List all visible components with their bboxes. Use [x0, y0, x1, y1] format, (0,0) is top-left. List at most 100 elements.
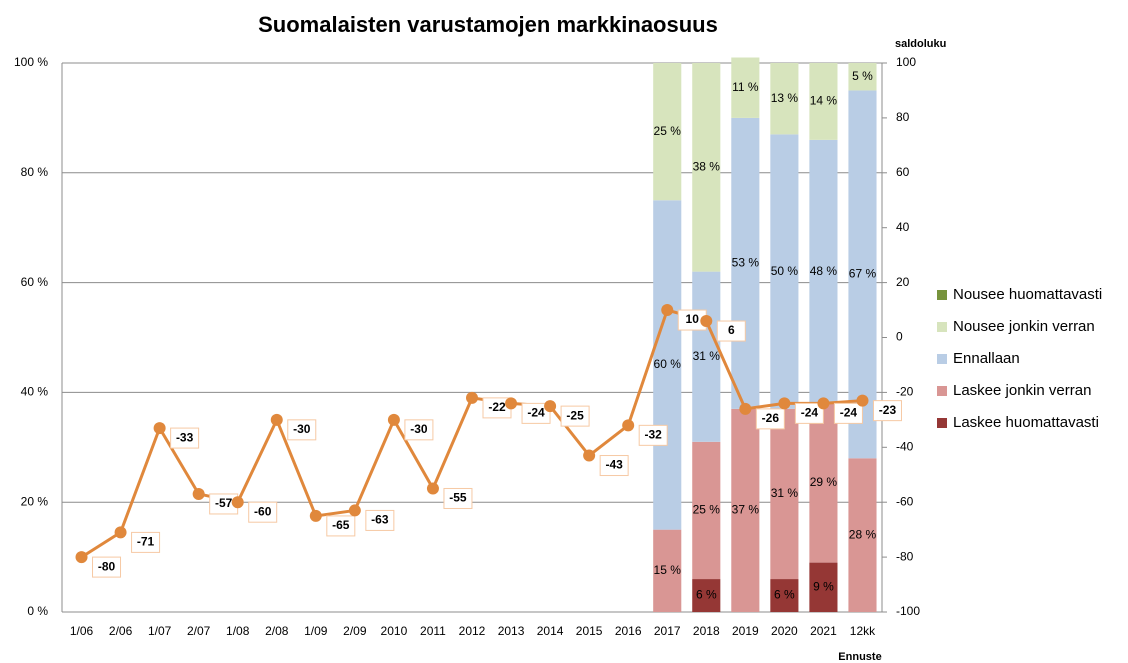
chart-title: Suomalaisten varustamojen markkinaosuus [258, 12, 718, 37]
data-label: 10 [686, 312, 700, 326]
data-label: -24 [801, 406, 819, 420]
data-label: -33 [176, 430, 194, 444]
bar-segment [653, 200, 682, 530]
x-tick-label: 1/08 [226, 624, 250, 638]
line-point [192, 487, 205, 500]
data-label: 60 % [654, 357, 682, 371]
data-label: -24 [840, 406, 858, 420]
data-label-box [755, 408, 785, 430]
line-point [739, 402, 752, 415]
x-tick-label: 2011 [420, 624, 446, 638]
y-tick-label: 60 % [21, 275, 49, 289]
data-label: 25 % [693, 503, 721, 517]
data-label-box [365, 509, 395, 531]
x-tick-label: 1/06 [70, 624, 94, 638]
data-label: 14 % [810, 94, 838, 108]
line-point [583, 449, 596, 462]
y2-tick-label: 20 [896, 275, 910, 289]
data-label-box [833, 402, 863, 424]
x-tick-label: 2015 [576, 624, 603, 638]
line-point [309, 509, 322, 522]
data-label: -24 [527, 406, 545, 420]
x-tick-label: 12kk [850, 624, 876, 638]
data-label-box [521, 402, 551, 424]
data-label: 6 % [696, 588, 717, 602]
x-tick-label: 2/08 [265, 624, 289, 638]
y2-tick-label: -20 [896, 385, 914, 399]
data-label: -23 [879, 403, 897, 417]
line-point [466, 391, 478, 404]
line-point [114, 526, 127, 539]
line-point [387, 413, 400, 426]
data-label-box [248, 501, 278, 523]
data-label: 31 % [693, 349, 721, 363]
bar-segment [770, 408, 799, 580]
bar-segment [770, 579, 799, 612]
bar-segment [848, 63, 877, 91]
data-label-box [638, 424, 668, 446]
data-label: -80 [98, 559, 116, 573]
data-label: 5 % [852, 69, 873, 83]
data-label-box [287, 419, 317, 441]
bar-segment [692, 63, 721, 272]
bar-segment [809, 403, 838, 563]
bar-segment [653, 529, 682, 612]
data-label: 67 % [849, 267, 877, 281]
legend-swatch [937, 322, 947, 332]
line-point [348, 504, 361, 517]
y2-tick-label: 40 [896, 220, 910, 234]
data-label: 53 % [732, 256, 760, 270]
data-label-box [131, 531, 161, 553]
legend-label: Nousee jonkin verran [953, 318, 1095, 335]
data-label: 50 % [771, 264, 799, 278]
data-label-box [872, 400, 902, 422]
data-label: 6 % [774, 588, 795, 602]
data-label: -55 [449, 491, 467, 505]
line-point [153, 422, 166, 435]
bar-segment [692, 271, 721, 442]
x-tick-label: 2/09 [343, 624, 367, 638]
x-tick-label: 2017 [654, 624, 681, 638]
x-tick-label: 2020 [771, 624, 798, 638]
y-tick-label: 80 % [21, 165, 49, 179]
data-label: -65 [332, 518, 350, 532]
line-point [231, 496, 244, 509]
line-point [622, 419, 635, 432]
line-point [700, 315, 713, 328]
legend-label: Nousee huomattavasti [953, 286, 1102, 303]
data-label: -30 [410, 422, 428, 436]
y2-tick-label: 60 [896, 165, 910, 179]
data-label: 31 % [771, 486, 799, 500]
x-tick-label: 2012 [459, 624, 486, 638]
data-label: 25 % [654, 124, 682, 138]
legend-swatch [937, 290, 947, 300]
data-label-box [170, 427, 200, 449]
x-tick-label: 2/06 [109, 624, 133, 638]
bar-segment [809, 63, 838, 140]
data-label-box [326, 515, 356, 537]
legend-swatch [937, 354, 947, 364]
x-axis-label: Ennuste [838, 651, 881, 663]
bar-segment [692, 579, 721, 612]
bar-segment [653, 63, 682, 201]
line-point [426, 482, 439, 495]
data-label-box [443, 487, 473, 509]
legend-label: Ennallaan [953, 350, 1020, 367]
y-tick-label: 20 % [21, 494, 49, 508]
bar-segment [848, 458, 877, 612]
y2-tick-label: 100 [896, 55, 916, 69]
bar-segment [731, 117, 760, 409]
y2-tick-label: 0 [896, 330, 903, 344]
data-label-box [794, 402, 824, 424]
bar-segment [731, 408, 760, 612]
line-point [856, 394, 869, 407]
y-tick-label: 100 % [14, 55, 48, 69]
bar-segment [809, 139, 838, 404]
x-tick-label: 2010 [381, 624, 408, 638]
y2-tick-label: -40 [896, 439, 914, 453]
y2-tick-label: -60 [896, 494, 914, 508]
data-label: -25 [566, 408, 584, 422]
x-tick-label: 2013 [498, 624, 525, 638]
line-point [75, 551, 88, 564]
